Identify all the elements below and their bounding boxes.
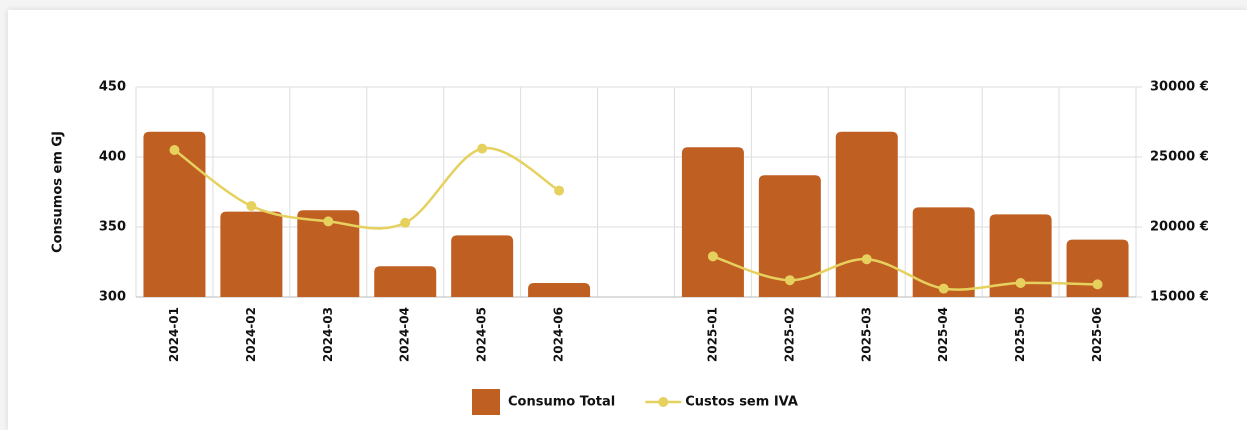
legend-label: Consumo Total bbox=[508, 395, 615, 410]
x-tick-label: 2025-06 bbox=[1090, 307, 1104, 362]
bar bbox=[758, 175, 821, 297]
legend-swatch bbox=[472, 389, 500, 415]
line-point bbox=[554, 185, 565, 196]
bar bbox=[989, 214, 1052, 297]
y2-tick-label: 30000 € bbox=[1150, 80, 1209, 95]
bar bbox=[143, 131, 206, 297]
x-tick-label: 2024-03 bbox=[321, 307, 335, 362]
x-tick-label: 2025-04 bbox=[936, 307, 950, 362]
y-tick-label: 450 bbox=[99, 80, 126, 95]
line-point bbox=[246, 201, 257, 211]
line-point bbox=[477, 143, 488, 154]
line-point bbox=[784, 275, 795, 286]
y-tick-label: 300 bbox=[99, 290, 126, 305]
bar bbox=[528, 283, 591, 297]
x-tick-label: 2025-05 bbox=[1013, 307, 1027, 362]
y-tick-label: 350 bbox=[99, 220, 126, 235]
bar bbox=[451, 235, 514, 297]
y-tick-label: 400 bbox=[99, 150, 126, 165]
line-point bbox=[938, 283, 949, 294]
bar bbox=[912, 207, 975, 297]
x-tick-label: 2024-04 bbox=[398, 307, 412, 362]
x-tick-label: 2025-03 bbox=[859, 307, 873, 362]
y2-tick-label: 20000 € bbox=[1150, 220, 1209, 235]
bar bbox=[220, 211, 283, 297]
legend-swatch bbox=[658, 397, 669, 407]
x-tick-label: 2024-02 bbox=[244, 307, 258, 362]
x-tick-label: 2024-06 bbox=[552, 307, 566, 362]
x-tick-label: 2025-02 bbox=[782, 307, 796, 362]
x-tick-label: 2024-01 bbox=[167, 307, 181, 362]
bar bbox=[681, 147, 744, 297]
line-point bbox=[169, 145, 180, 155]
line-point bbox=[707, 251, 718, 262]
line-point bbox=[1015, 278, 1026, 288]
y2-tick-label: 25000 € bbox=[1150, 150, 1209, 165]
bar bbox=[374, 266, 437, 297]
line-point bbox=[861, 254, 872, 265]
y2-tick-label: 15000 € bbox=[1150, 290, 1209, 305]
line-point bbox=[1092, 279, 1103, 290]
y-axis-label: Consumos em GJ bbox=[51, 131, 66, 253]
bar bbox=[297, 210, 360, 297]
x-tick-label: 2025-01 bbox=[705, 307, 719, 362]
x-tick-label: 2024-05 bbox=[475, 307, 489, 362]
bar bbox=[835, 131, 898, 297]
bar bbox=[1066, 239, 1129, 297]
line-point bbox=[323, 216, 334, 227]
line-point bbox=[400, 217, 411, 228]
legend-label: Custos sem IVA bbox=[685, 395, 798, 410]
